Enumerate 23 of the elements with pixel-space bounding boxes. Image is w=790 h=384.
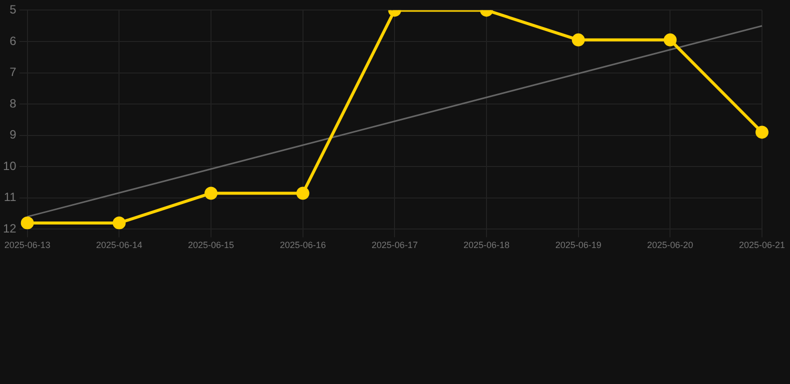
point xyxy=(664,33,677,46)
point xyxy=(296,186,310,200)
x-tick-label: 2025-06-20 xyxy=(647,240,694,250)
x-tick-label: 2025-06-14 xyxy=(96,240,142,250)
point xyxy=(204,186,218,200)
y-tick-label: 12 xyxy=(2,222,17,236)
y-tick-label: 7 xyxy=(10,65,17,80)
x-tick-label: 2025-06-13 xyxy=(4,240,50,250)
x-tick-label: 2025-06-18 xyxy=(463,240,510,250)
x-tick-label: 2025-06-19 xyxy=(555,240,602,250)
x-tick-label: 2025-06-16 xyxy=(280,240,326,250)
y-tick-label: 11 xyxy=(4,190,17,204)
y-tick-label: 10 xyxy=(2,158,17,173)
y-tick-label: 5 xyxy=(10,2,17,17)
point xyxy=(112,216,126,230)
y-tick-label: 9 xyxy=(10,128,17,142)
point xyxy=(756,126,768,139)
x-tick-label: 2025-06-21 xyxy=(738,240,786,250)
x-tick-label: 2025-06-15 xyxy=(188,240,234,250)
x-tick-label: 2025-06-17 xyxy=(372,240,418,250)
y-tick-label: 8 xyxy=(10,96,17,110)
y-tick-label: 6 xyxy=(10,34,17,48)
point xyxy=(572,33,585,46)
